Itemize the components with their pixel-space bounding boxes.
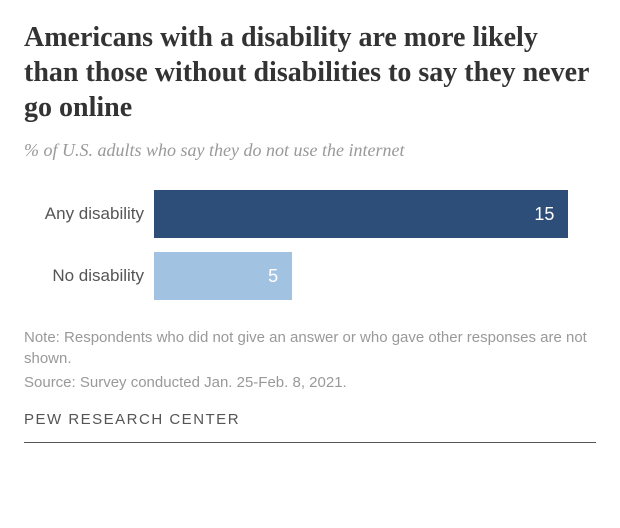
bar-track: 15 <box>154 190 596 238</box>
bar-row: Any disability 15 <box>24 190 596 238</box>
bar-value: 5 <box>268 266 278 287</box>
bar: 5 <box>154 252 292 300</box>
bar-chart: Any disability 15 No disability 5 <box>24 190 596 300</box>
bottom-rule <box>24 442 596 443</box>
bar-label: No disability <box>24 266 154 286</box>
chart-note: Note: Respondents who did not give an an… <box>24 328 596 369</box>
bar-track: 5 <box>154 252 596 300</box>
bar-value: 15 <box>534 204 554 225</box>
bar-label: Any disability <box>24 204 154 224</box>
attribution: PEW RESEARCH CENTER <box>24 411 596 428</box>
bar-row: No disability 5 <box>24 252 596 300</box>
chart-source: Source: Survey conducted Jan. 25-Feb. 8,… <box>24 373 596 393</box>
chart-title: Americans with a disability are more lik… <box>24 20 596 125</box>
chart-subtitle: % of U.S. adults who say they do not use… <box>24 139 596 162</box>
bar: 15 <box>154 190 568 238</box>
